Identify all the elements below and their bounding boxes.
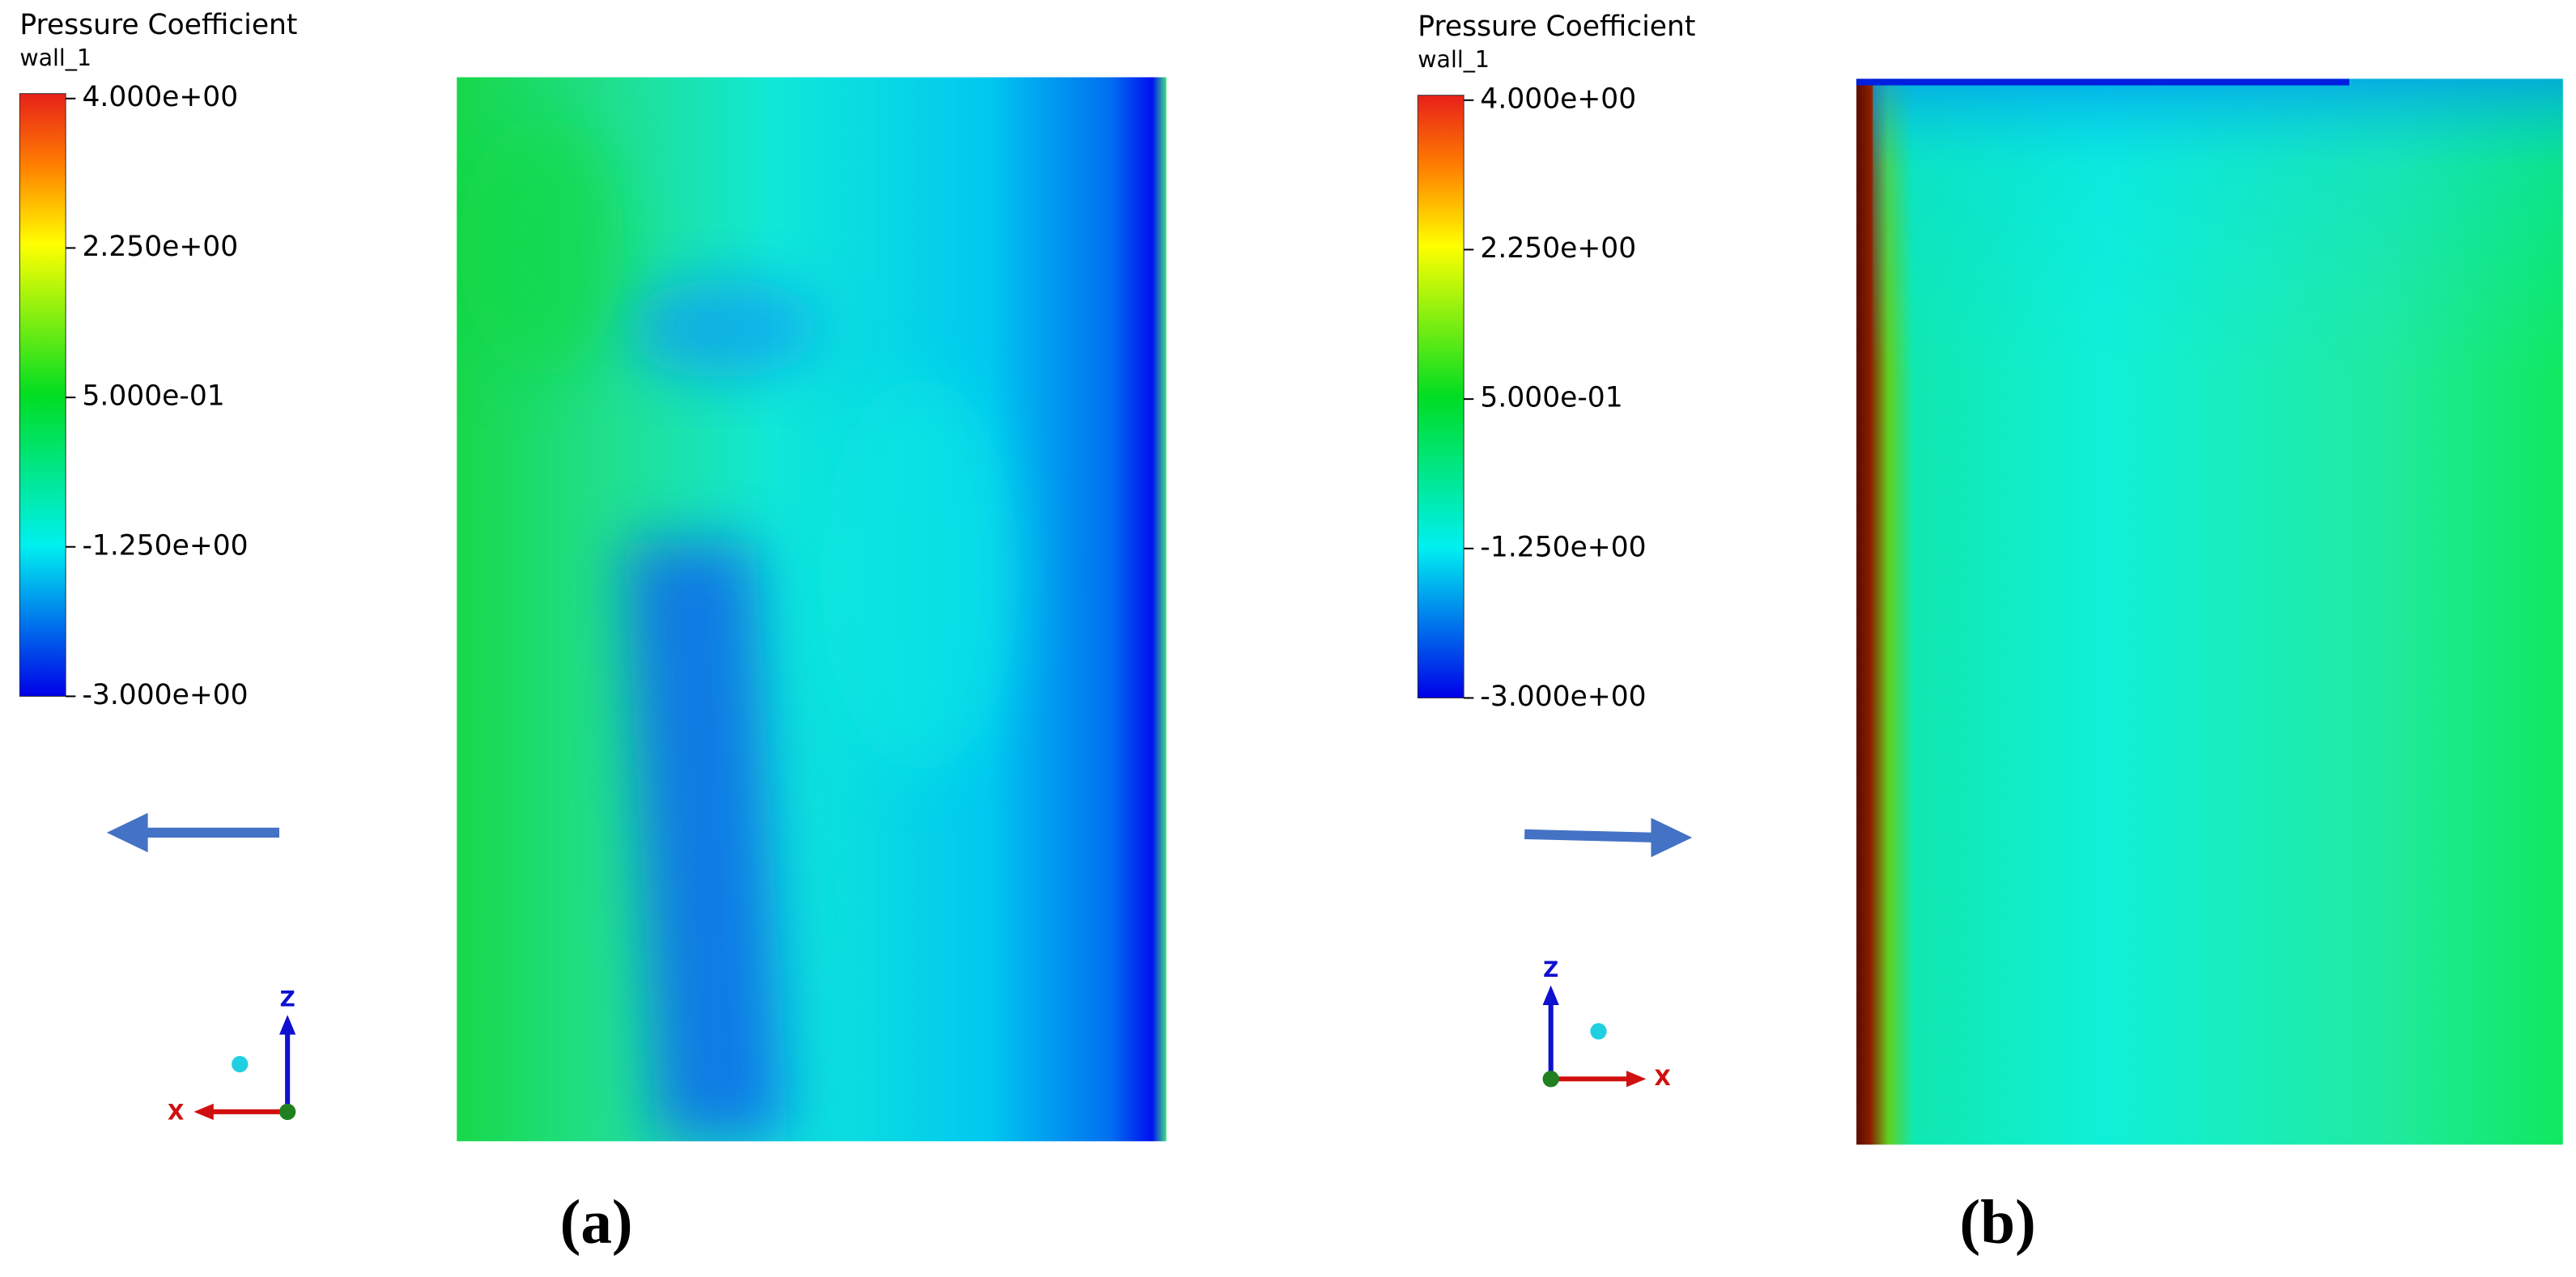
axis-triad-b [1542,985,1647,1088]
legend-title: Pressure Coefficient [1418,11,1695,43]
colorbar-label: -1.250e+00 [82,529,248,562]
axis-label-z: Z [1543,958,1558,982]
flow-arrow-b [1524,817,1693,858]
legend-title: Pressure Coefficient [19,9,297,41]
colorbar-label: 2.250e+00 [82,231,238,263]
colorbar [1417,95,1464,698]
contour-a [457,77,1167,1142]
colorbar-label: -3.000e+00 [82,679,248,711]
colorbar-label: 4.000e+00 [1480,83,1636,115]
caption: (b) [1960,1187,2036,1257]
contour-b [1856,78,2563,1145]
colorbar-label: 2.250e+00 [1480,232,1636,265]
axis-label-z: Z [280,987,295,1012]
axis-triad-a [193,1015,296,1120]
colorbar-label: 4.000e+00 [82,81,238,113]
colorbar-label: 5.000e-01 [1480,382,1622,414]
colorbar-label: -1.250e+00 [1480,531,1646,563]
colorbar-label: -3.000e+00 [1480,681,1646,713]
colorbar [19,93,66,697]
legend-subtitle: wall_1 [1418,46,1490,73]
caption: (a) [560,1187,633,1257]
colorbar-label: 5.000e-01 [82,380,224,413]
legend-subtitle: wall_1 [19,45,91,71]
axis-label-x: X [1655,1067,1671,1091]
flow-arrow-a [106,812,279,853]
axis-label-x: X [168,1101,184,1125]
